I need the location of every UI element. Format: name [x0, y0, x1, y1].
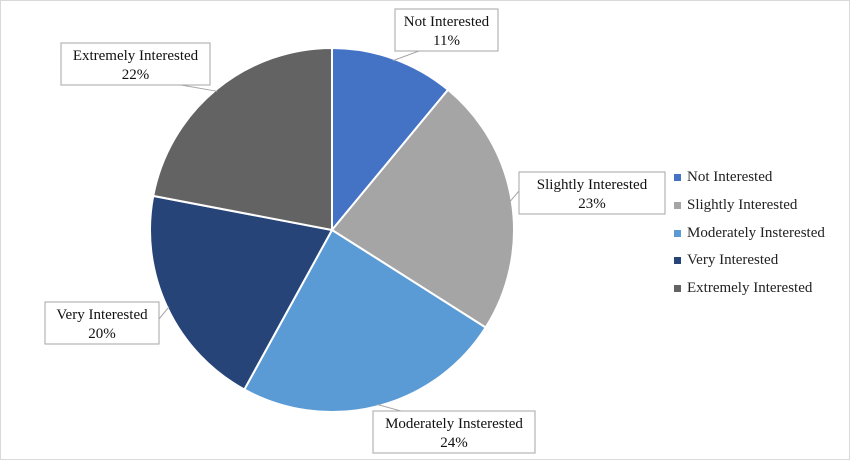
callout-box-extremely-interested	[60, 42, 211, 86]
data-label-value: 23%	[578, 196, 606, 212]
legend-label: Slightly Interested	[687, 197, 798, 214]
legend: Not Interested Slightly Interested Moder…	[674, 164, 825, 302]
pie-slice-extremely-interested	[152, 46, 333, 232]
leader-line-moderately-insterested	[376, 403, 402, 412]
data-label-value: 24%	[440, 435, 468, 451]
callout-box-slightly-interested	[518, 171, 666, 215]
legend-item: Not Interested	[674, 164, 825, 192]
legend-item: Moderately Insterested	[674, 219, 825, 247]
legend-label: Not Interested	[687, 169, 773, 186]
legend-item: Very Interested	[674, 247, 825, 275]
callout-box-moderately-insterested	[372, 410, 536, 454]
legend-swatch-not-interested	[674, 174, 681, 182]
data-label-name: Extremely Interested	[73, 48, 199, 64]
data-label-name: Moderately Insterested	[385, 416, 523, 432]
legend-label: Extremely Interested	[687, 280, 813, 297]
legend-swatch-moderately-insterested	[674, 229, 681, 237]
pie-slice-not-interested	[331, 46, 450, 233]
legend-label: Very Interested	[687, 252, 779, 269]
slice-callouts: Not Interested 11% Slightly Interested 23% M…	[44, 8, 666, 454]
data-label-value: 22%	[122, 67, 150, 83]
data-label-name: Not Interested	[404, 14, 490, 30]
pie-slice-moderately-insterested	[242, 228, 488, 413]
pie-slice-very-interested	[149, 194, 334, 391]
data-label-name: Very Interested	[56, 307, 148, 323]
data-label-name: Slightly Interested	[537, 177, 648, 193]
leader-line-extremely-interested	[180, 84, 218, 92]
legend-item: Extremely Interested	[674, 275, 825, 303]
data-label-value: 11%	[433, 33, 460, 49]
legend-item: Slightly Interested	[674, 192, 825, 220]
data-label-value: 20%	[88, 326, 116, 342]
leader-line-slightly-interested	[509, 190, 520, 203]
legend-swatch-slightly-interested	[674, 202, 681, 210]
callout-box-very-interested	[44, 301, 160, 345]
leader-line-very-interested	[158, 306, 170, 320]
legend-swatch-very-interested	[674, 257, 681, 265]
callout-box-not-interested	[394, 8, 499, 52]
leader-line-not-interested	[392, 50, 420, 62]
pie-slice-slightly-interested	[330, 88, 515, 329]
legend-swatch-extremely-interested	[674, 285, 681, 293]
pie-slices	[149, 46, 515, 413]
legend-label: Moderately Insterested	[687, 224, 825, 241]
